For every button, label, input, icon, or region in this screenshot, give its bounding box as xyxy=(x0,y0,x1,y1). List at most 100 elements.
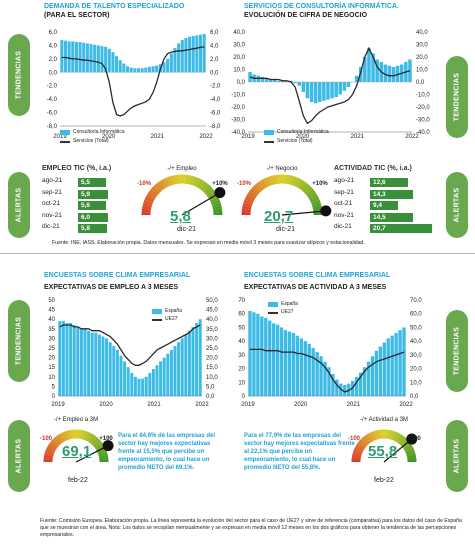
gauge-arc-segment xyxy=(404,445,413,452)
bar xyxy=(151,369,155,396)
bar xyxy=(338,82,342,95)
gauge-arc-segment xyxy=(198,180,206,190)
gauge-negocio: -/+ Negocio -10% +10% xyxy=(237,166,332,217)
bar xyxy=(277,80,281,82)
gauge-arc-segment xyxy=(98,451,108,457)
series-line xyxy=(249,46,411,125)
y-tick-label-left: 50 xyxy=(238,325,245,331)
bar xyxy=(319,356,323,396)
bar xyxy=(268,320,272,396)
gauge-arc-segment xyxy=(211,202,222,208)
y-tick-label-right: 10,0 xyxy=(206,375,218,381)
gauge-arc-segment xyxy=(204,186,213,195)
gauge-arc-segment xyxy=(405,449,415,455)
bar xyxy=(65,323,69,396)
bar xyxy=(359,67,363,82)
legend-swatch-bar xyxy=(152,309,162,314)
y-tick-label-left: 30,0 xyxy=(233,43,245,49)
tendencias-tab: TENDENCIAS xyxy=(8,300,30,382)
x-tick-label: 2019 xyxy=(241,134,255,140)
gauge-arc-segment xyxy=(53,437,61,446)
bar xyxy=(89,44,93,73)
y-tick-label-left: -4,0 xyxy=(47,97,58,103)
bar xyxy=(101,336,105,396)
y-tick-label-left: 5 xyxy=(52,384,56,390)
table-row: oct-21 9,4 xyxy=(334,200,434,210)
y-tick-label-right: 25,0 xyxy=(206,346,218,352)
table-row-bar: 5,5 xyxy=(78,178,106,187)
bar xyxy=(141,378,145,396)
chart-demanda-talento: 6,0 4,0 2,0 0,0 -2,0 -4,0 -6,0 -8,0 6,0 4,0 2,0 0,0… xyxy=(47,30,221,140)
bar xyxy=(248,72,252,82)
bar xyxy=(374,350,379,396)
gauge-arc-segment xyxy=(241,205,252,211)
gauge-arc-segment xyxy=(300,182,309,192)
gauge-arc-segment xyxy=(307,191,317,199)
gauge-needle xyxy=(181,192,221,216)
bar xyxy=(346,82,351,87)
x-tick-label: 2020 xyxy=(102,134,116,140)
y-tick-label-right: 45,0 xyxy=(206,308,218,314)
x-tick-label: 2019 xyxy=(53,134,67,140)
bar xyxy=(326,82,330,100)
bar xyxy=(260,316,264,396)
y-tick-label-left: 10,0 xyxy=(233,68,245,74)
table-row-bar: 9,4 xyxy=(370,201,399,210)
bar xyxy=(126,66,130,73)
gauge-arc-segment xyxy=(244,196,254,203)
gauge-arc-segment xyxy=(191,176,198,186)
gauge-arc-segment xyxy=(359,439,368,447)
gauge-arc-segment xyxy=(189,175,195,186)
chart-expectativas-actividad: 70 60 50 40 30 20 10 0 70,0 60,0 50,0 40,0 30,0 20,0 1… xyxy=(238,298,422,408)
series-line xyxy=(250,348,405,393)
table-row-bar: 20,7 xyxy=(370,224,432,233)
y-tick-label-right: 40,0 xyxy=(410,339,422,345)
bar xyxy=(402,327,406,396)
bar xyxy=(118,60,122,73)
bar xyxy=(295,335,300,396)
bar xyxy=(191,326,195,396)
alertas-tab: ALERTAS xyxy=(446,420,468,492)
chart-cifra-negocio: 40,0 30,0 20,0 10,0 0,0 -10,0 -20,0 -30,0 -40,0 4… xyxy=(231,30,430,140)
gauge-max-label: +100 xyxy=(407,436,421,442)
gauge-arc-segment xyxy=(263,177,270,187)
bar xyxy=(107,48,111,73)
gauge-arc-segment xyxy=(143,199,153,206)
gauge-value: 20,7 xyxy=(264,208,294,225)
bar xyxy=(78,42,82,73)
bar xyxy=(71,41,75,73)
gauge-arc-segment xyxy=(253,184,262,193)
y-tick-label-right: 60,0 xyxy=(410,312,422,318)
bar xyxy=(155,65,159,73)
y-tick-label-right: 20,0 xyxy=(410,367,422,373)
gauge-title: -/+ Actividad a 3M xyxy=(360,417,408,423)
gauge-arc-segment xyxy=(367,433,374,442)
legend-swatch-line xyxy=(152,319,162,321)
y-tick-label-right: 10,0 xyxy=(416,68,428,74)
table-row: ago-21 5,5 xyxy=(42,177,127,187)
bar xyxy=(202,34,206,73)
gauge-arc-segment xyxy=(394,433,401,442)
gauge-arc-segment xyxy=(88,434,96,444)
gauge-arc-segment xyxy=(59,433,66,442)
bar xyxy=(122,63,126,73)
bar xyxy=(61,321,65,396)
bar xyxy=(260,77,265,82)
gauge-arc-segment xyxy=(44,451,54,457)
y-tick-label-left: 20,0 xyxy=(233,55,245,61)
bar xyxy=(144,376,148,396)
bar xyxy=(136,68,140,73)
gauge-arc-segment xyxy=(145,193,156,201)
y-tick-label-left: -6,0 xyxy=(47,111,58,117)
bar xyxy=(111,52,115,73)
gauge-needle-knob xyxy=(320,205,332,217)
tendencias-tab: TENDENCIAS xyxy=(446,310,468,392)
gauge-arc-segment xyxy=(83,431,89,441)
bar xyxy=(275,324,280,396)
gauge-title: -/+ Empleo a 3M xyxy=(54,417,98,423)
alertas-tab: ALERTAS xyxy=(446,172,468,238)
gauge-arc-segment xyxy=(311,199,321,206)
y-tick-label-left: 10 xyxy=(48,375,55,381)
bar xyxy=(184,38,188,73)
gauge-arc-segment xyxy=(369,431,376,442)
